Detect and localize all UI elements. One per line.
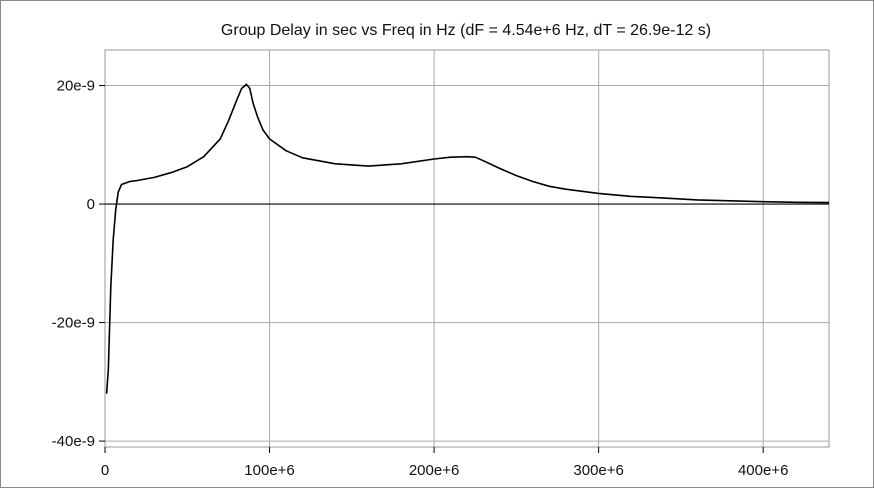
- x-tick-labels: 0 100e+6 200e+6 300e+6 400e+6: [101, 447, 788, 479]
- x-tick-label: 100e+6: [244, 462, 294, 479]
- y-tick-label: -20e-9: [52, 315, 95, 332]
- y-tick-label: -40e-9: [52, 433, 95, 450]
- x-tick-label: 300e+6: [573, 462, 623, 479]
- grid-lines: [105, 50, 829, 447]
- plot-area-border: [104, 49, 830, 448]
- x-tick-label: 400e+6: [738, 462, 788, 479]
- y-tick-label: 0: [87, 196, 95, 213]
- x-tick-label: 200e+6: [409, 462, 459, 479]
- y-tick-labels: 20e-9 0 -20e-9 -40e-9: [52, 78, 105, 450]
- chart-title: Group Delay in sec vs Freq in Hz (dF = 4…: [221, 22, 711, 39]
- y-tick-label: 20e-9: [57, 78, 95, 95]
- x-tick-label: 0: [101, 462, 109, 479]
- group-delay-series-line: [105, 83, 830, 394]
